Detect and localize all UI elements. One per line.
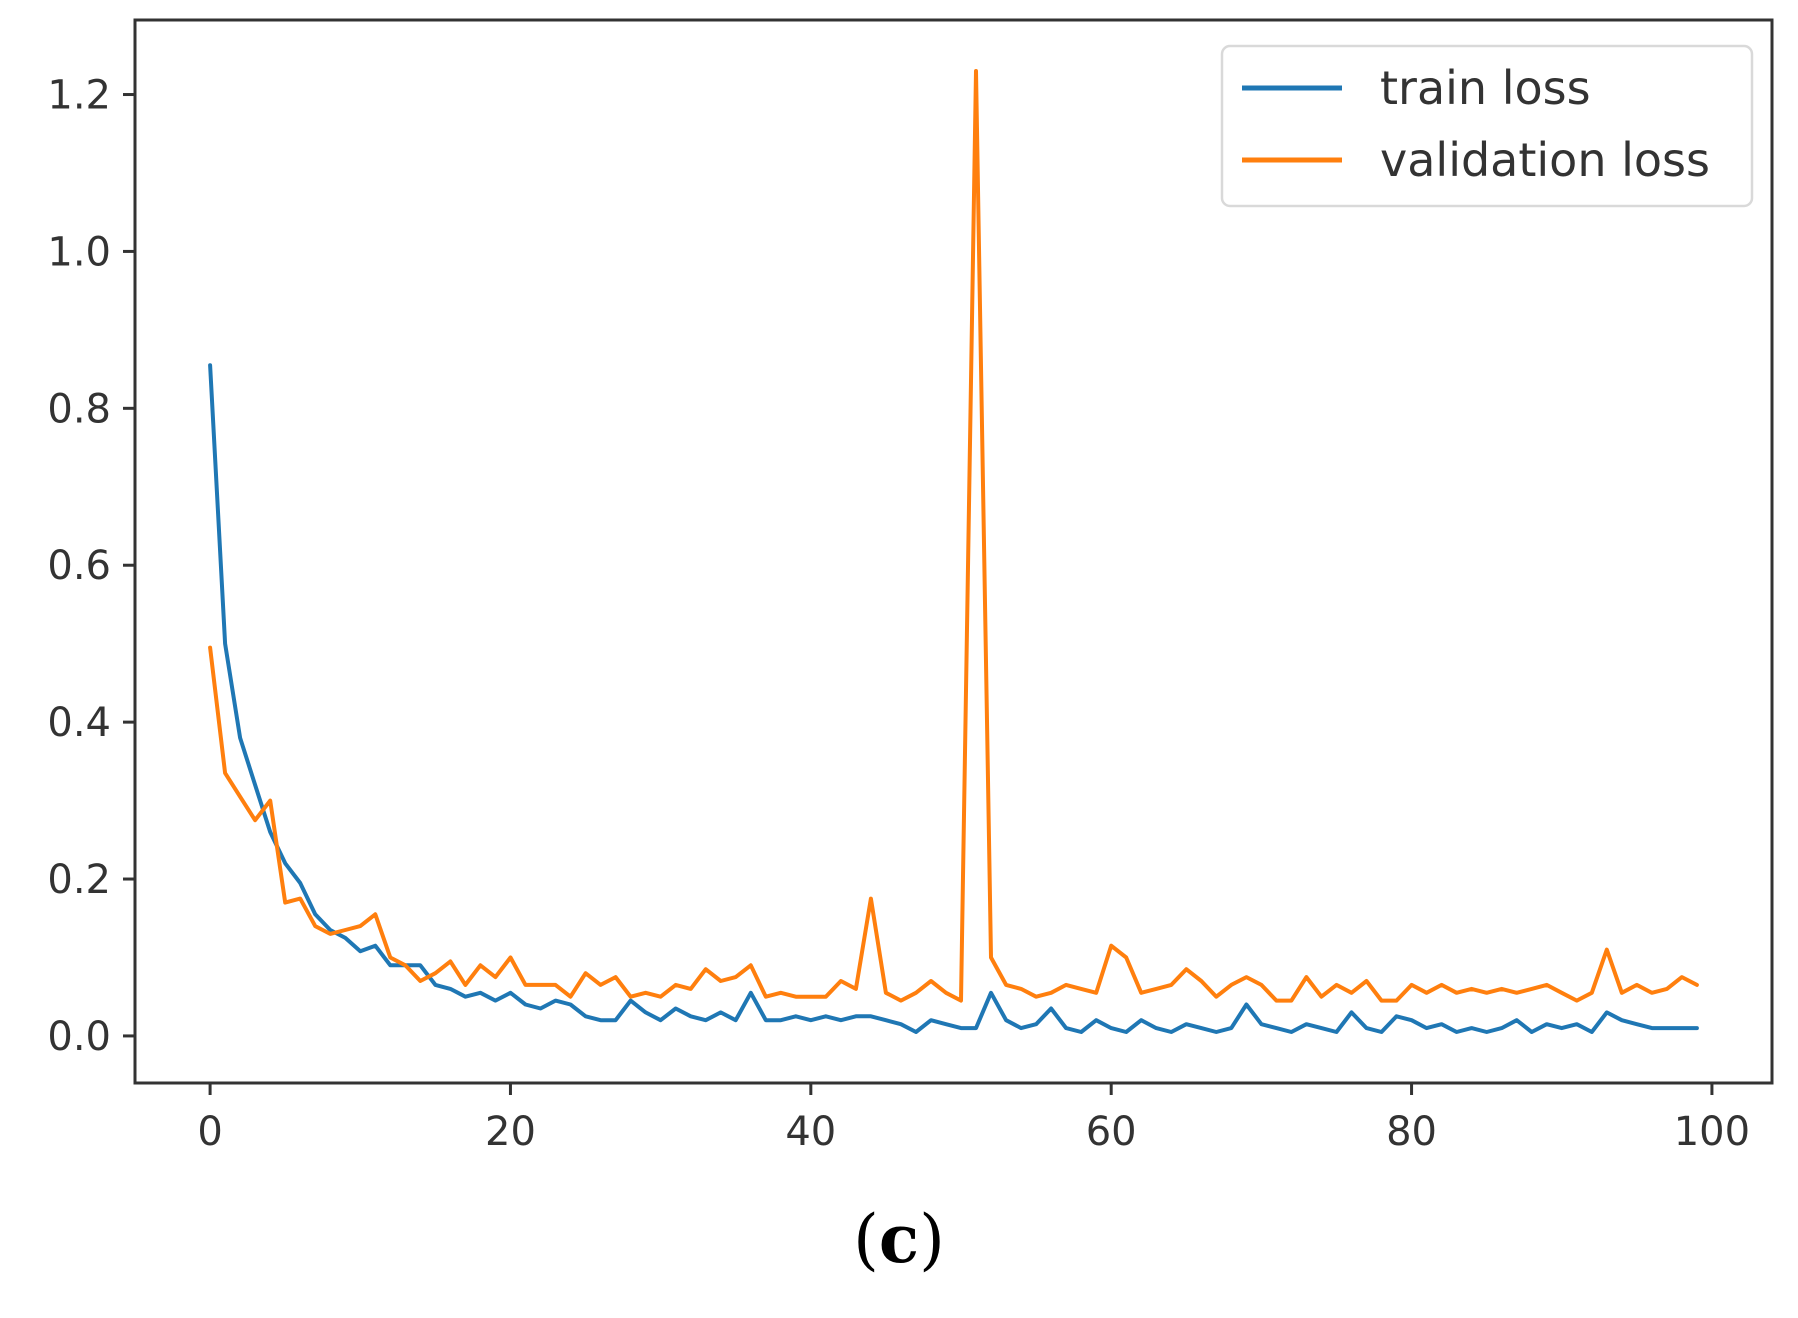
y-tick-label: 1.0 bbox=[47, 229, 111, 275]
axes-frame bbox=[133, 18, 1774, 1085]
y-tick-label: 0.6 bbox=[47, 543, 111, 589]
figure-caption: (c) bbox=[0, 1200, 1798, 1278]
legend-label-train: train loss bbox=[1380, 61, 1591, 115]
x-tick-label: 40 bbox=[785, 1109, 836, 1155]
x-tick-label: 80 bbox=[1386, 1109, 1437, 1155]
plot-lines bbox=[208, 69, 1699, 1034]
series-line-train bbox=[208, 363, 1699, 1034]
y-tick-label: 0.4 bbox=[47, 700, 111, 746]
x-tick-label: 100 bbox=[1674, 1109, 1750, 1155]
y-tick-label: 0.0 bbox=[47, 1014, 111, 1060]
caption-close: ) bbox=[919, 1201, 945, 1278]
y-tick-label: 0.8 bbox=[47, 386, 111, 432]
caption-letter: c bbox=[878, 1200, 920, 1278]
y-axis: 0.0 0.2 0.4 0.6 0.8 1.0 1.2 bbox=[47, 73, 135, 1060]
x-tick-label: 60 bbox=[1086, 1109, 1137, 1155]
caption-open: ( bbox=[853, 1201, 879, 1278]
legend: train loss validation loss bbox=[1220, 44, 1754, 208]
legend-label-validation: validation loss bbox=[1380, 133, 1710, 187]
y-tick-label: 1.2 bbox=[47, 73, 111, 119]
series-line-validation bbox=[208, 69, 1699, 1003]
y-tick-label: 0.2 bbox=[47, 857, 111, 903]
legend-box bbox=[1220, 44, 1754, 208]
x-tick-label: 20 bbox=[485, 1109, 536, 1155]
x-tick-label: 0 bbox=[197, 1109, 222, 1155]
x-axis: 0 20 40 60 80 100 bbox=[197, 1083, 1750, 1155]
